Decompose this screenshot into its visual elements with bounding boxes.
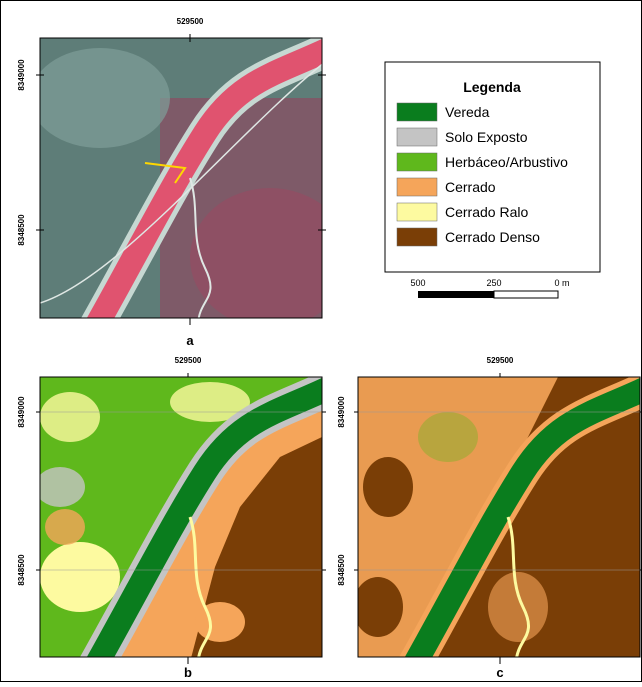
x-coord-label: 529500 bbox=[177, 17, 204, 26]
scale-label: 500 bbox=[410, 278, 425, 288]
y-coord-label: 8348500 bbox=[17, 554, 26, 586]
legend-label: Solo Exposto bbox=[445, 129, 528, 145]
y-coord-label: 8349000 bbox=[337, 396, 346, 428]
figure: 529500 8349000 8348500 a 529500 8349000 … bbox=[0, 0, 642, 682]
legend-title: Legenda bbox=[463, 79, 521, 95]
panel-label: c bbox=[496, 665, 503, 680]
x-coord-label: 529500 bbox=[175, 356, 202, 365]
panel-label: a bbox=[186, 333, 194, 348]
legend-swatch bbox=[397, 203, 437, 221]
legend-label: Herbáceo/Arbustivo bbox=[445, 154, 568, 170]
legend-label: Cerrado bbox=[445, 179, 496, 195]
legend-swatch bbox=[397, 103, 437, 121]
legend-swatch bbox=[397, 178, 437, 196]
y-coord-label: 8348500 bbox=[17, 214, 26, 246]
legend-swatch bbox=[397, 228, 437, 246]
x-coord-label: 529500 bbox=[487, 356, 514, 365]
legend-label: Vereda bbox=[445, 104, 490, 120]
legend-swatch bbox=[397, 153, 437, 171]
legend-swatch bbox=[397, 128, 437, 146]
scale-bar bbox=[494, 291, 558, 298]
y-coord-label: 8349000 bbox=[17, 59, 26, 91]
panel-c-image bbox=[353, 377, 642, 667]
scale-bar bbox=[418, 291, 494, 298]
panel-a-image bbox=[30, 38, 350, 328]
scale-label: 0 m bbox=[554, 278, 569, 288]
scale-label: 250 bbox=[486, 278, 501, 288]
panel-label: b bbox=[184, 665, 192, 680]
panel-b-image bbox=[35, 377, 335, 667]
legend-label: Cerrado Denso bbox=[445, 229, 540, 245]
legend-label: Cerrado Ralo bbox=[445, 204, 528, 220]
y-coord-label: 8348500 bbox=[337, 554, 346, 586]
y-coord-label: 8349000 bbox=[17, 396, 26, 428]
